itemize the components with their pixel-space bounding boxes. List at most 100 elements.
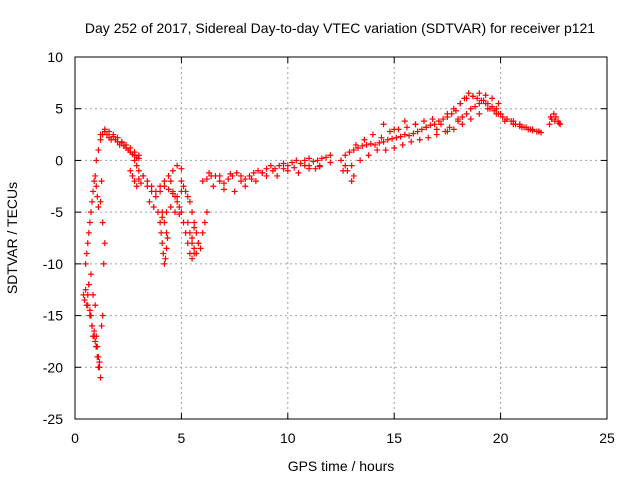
data-point — [165, 186, 172, 193]
data-point — [99, 312, 106, 319]
data-point — [178, 178, 185, 185]
data-point — [306, 155, 313, 162]
data-point — [433, 126, 440, 133]
data-point — [176, 203, 183, 210]
y-tick-label: -25 — [43, 411, 63, 427]
x-axis-label: GPS time / hours — [288, 458, 395, 474]
data-point — [408, 138, 415, 145]
data-point — [284, 162, 291, 169]
data-point — [314, 157, 321, 164]
data-point — [199, 229, 206, 236]
data-point — [89, 198, 96, 205]
data-point — [427, 122, 434, 129]
data-point — [391, 126, 398, 133]
data-point — [269, 167, 276, 174]
data-point — [82, 260, 89, 267]
data-point — [327, 159, 334, 166]
data-point — [191, 224, 198, 231]
data-point — [164, 235, 171, 241]
data-point — [348, 162, 355, 169]
data-point — [459, 121, 466, 128]
data-point — [98, 322, 105, 329]
data-point — [476, 90, 483, 97]
data-point — [267, 162, 274, 169]
data-point — [94, 193, 101, 200]
data-point — [99, 219, 106, 226]
data-point — [193, 250, 200, 257]
data-point — [350, 172, 357, 179]
data-point — [276, 162, 283, 169]
data-point — [284, 167, 291, 174]
data-point — [440, 116, 447, 123]
data-points — [80, 90, 564, 381]
data-point — [189, 255, 196, 262]
data-point — [425, 134, 432, 141]
data-point — [355, 145, 362, 152]
data-point — [95, 353, 102, 360]
x-tick-label: 25 — [599, 430, 615, 446]
data-point — [374, 147, 381, 154]
data-point — [431, 121, 438, 128]
data-point — [93, 183, 100, 190]
data-point — [361, 136, 368, 143]
data-point — [516, 121, 523, 128]
data-point — [423, 124, 430, 131]
plot-area-border — [74, 56, 608, 420]
data-point — [438, 121, 445, 128]
data-point — [157, 188, 164, 195]
data-point — [133, 183, 140, 190]
data-point — [83, 250, 90, 257]
data-point — [189, 209, 196, 216]
data-point — [210, 183, 217, 190]
data-point — [393, 134, 400, 141]
data-point — [184, 219, 191, 226]
data-point — [97, 136, 104, 143]
data-point — [429, 116, 436, 123]
data-point — [472, 103, 479, 110]
data-point — [86, 307, 93, 314]
data-point — [476, 100, 483, 107]
data-point — [167, 203, 174, 210]
data-point — [378, 134, 385, 141]
data-point — [131, 157, 138, 164]
data-point — [480, 97, 487, 104]
data-point — [233, 169, 240, 176]
data-point — [201, 219, 208, 226]
data-point — [384, 136, 391, 143]
data-point — [497, 110, 504, 117]
y-tick-label: -15 — [43, 308, 63, 324]
data-point — [160, 250, 167, 257]
data-point — [255, 167, 262, 174]
data-point — [412, 121, 419, 128]
data-point — [163, 245, 170, 252]
data-point — [467, 105, 474, 112]
data-point — [127, 145, 134, 152]
data-point — [148, 188, 155, 195]
y-tick-label: 10 — [47, 49, 63, 65]
data-point — [406, 132, 413, 139]
y-tick-label: 0 — [55, 152, 63, 168]
data-point — [182, 188, 189, 195]
data-point — [216, 172, 223, 179]
data-point — [90, 291, 97, 298]
data-point — [81, 297, 88, 304]
data-point — [323, 154, 330, 161]
data-point — [369, 131, 376, 138]
data-point — [101, 240, 108, 247]
data-point — [89, 322, 96, 329]
data-point — [444, 128, 451, 135]
data-point — [96, 359, 103, 366]
data-point — [101, 126, 108, 133]
data-point — [189, 235, 196, 241]
data-point — [344, 167, 351, 174]
data-point — [169, 167, 176, 174]
data-point — [169, 188, 176, 195]
data-point — [140, 172, 147, 179]
data-point — [144, 178, 151, 185]
data-point — [158, 229, 165, 236]
data-point — [131, 178, 138, 185]
data-point — [529, 126, 536, 133]
data-point — [206, 169, 213, 176]
data-point — [295, 169, 302, 176]
data-point — [162, 255, 169, 262]
